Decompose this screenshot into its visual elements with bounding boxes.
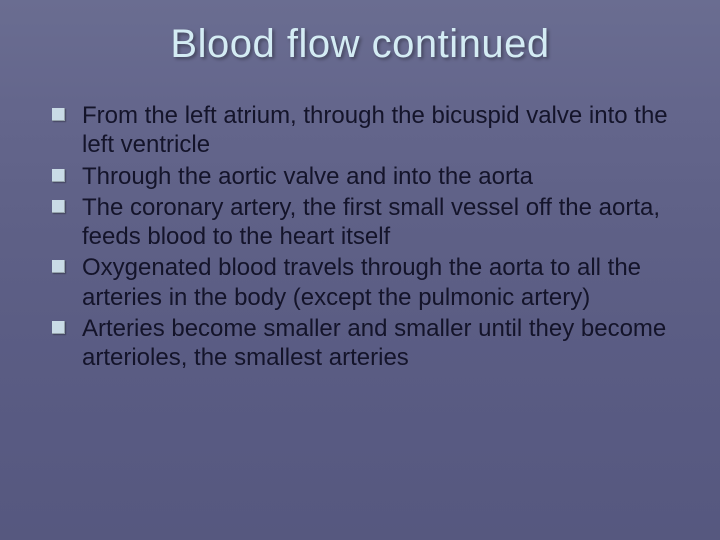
bullet-text: From the left atrium, through the bicusp… <box>82 102 668 158</box>
slide-container: Blood flow continued From the left atriu… <box>0 0 720 540</box>
list-item: Oxygenated blood travels through the aor… <box>50 253 678 312</box>
list-item: The coronary artery, the first small ves… <box>50 193 678 252</box>
bullet-list: From the left atrium, through the bicusp… <box>42 101 678 372</box>
list-item: Through the aortic valve and into the ao… <box>50 162 678 191</box>
square-bullet-icon <box>52 321 65 334</box>
list-item: Arteries become smaller and smaller unti… <box>50 314 678 373</box>
bullet-text: Oxygenated blood travels through the aor… <box>82 254 641 310</box>
bullet-text: Through the aortic valve and into the ao… <box>82 163 533 190</box>
square-bullet-icon <box>52 108 65 121</box>
bullet-text: The coronary artery, the first small ves… <box>82 194 660 250</box>
slide-title: Blood flow continued <box>42 22 678 67</box>
square-bullet-icon <box>52 169 65 182</box>
bullet-text: Arteries become smaller and smaller unti… <box>82 315 666 371</box>
list-item: From the left atrium, through the bicusp… <box>50 101 678 160</box>
square-bullet-icon <box>52 200 65 213</box>
square-bullet-icon <box>52 260 65 273</box>
